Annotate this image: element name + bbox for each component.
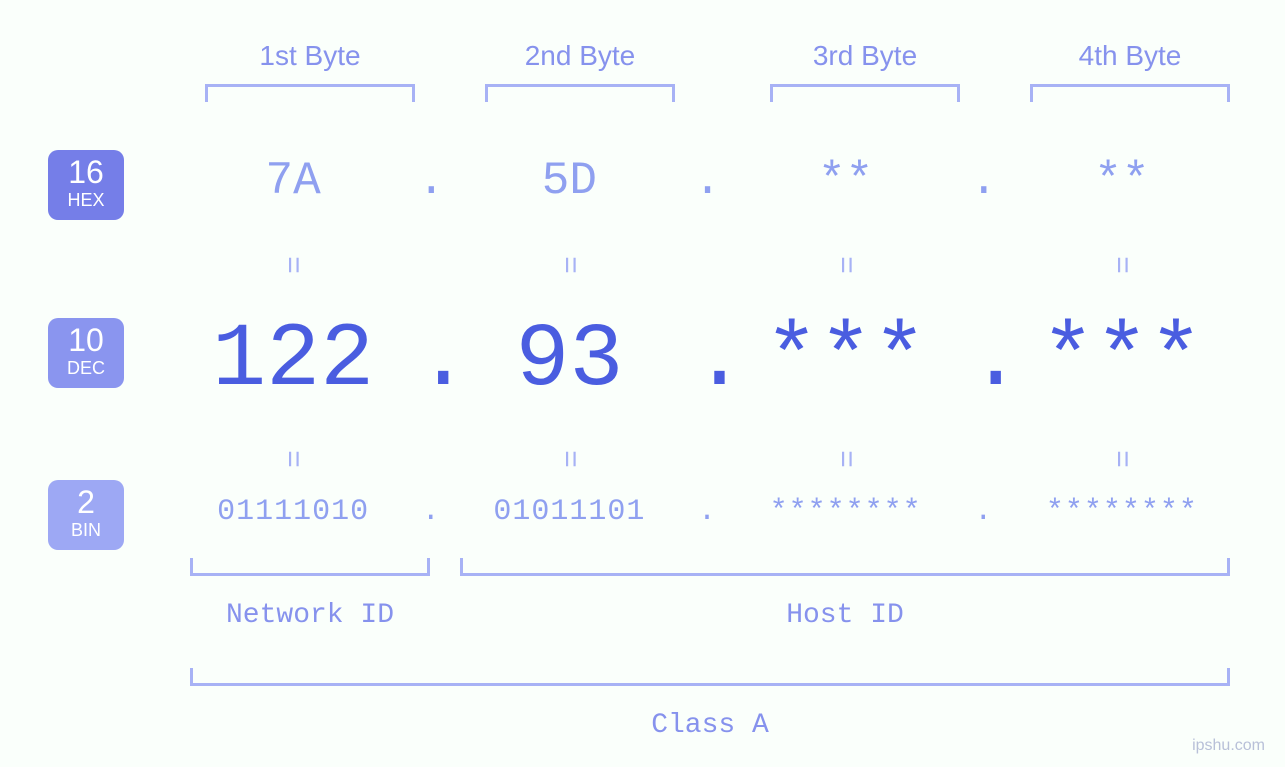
bin-b4: ******** (999, 495, 1245, 529)
dec-sep-1: . (416, 310, 446, 412)
dec-b2: 93 (446, 310, 692, 412)
bin-b3: ******** (723, 495, 969, 529)
eq-2-4: = (1105, 450, 1139, 468)
hex-b3: ** (723, 155, 969, 207)
bin-b1: 01111010 (170, 495, 416, 529)
base-label-dec: DEC (48, 358, 124, 380)
equals-row-2: = . = . = . = (170, 442, 1245, 476)
base-label-bin: BIN (48, 520, 124, 542)
bracket-class (190, 668, 1230, 686)
base-badge-dec: 10 DEC (48, 318, 124, 388)
bin-row: 01111010 . 01011101 . ******** . *******… (170, 495, 1245, 529)
bracket-top-2 (485, 84, 675, 102)
dec-sep-3: . (969, 310, 999, 412)
hex-b2: 5D (446, 155, 692, 207)
byte-header-3: 3rd Byte (770, 40, 960, 72)
byte-header-2: 2nd Byte (480, 40, 680, 72)
bin-sep-3: . (969, 495, 999, 529)
base-num-hex: 16 (48, 156, 124, 188)
bracket-top-3 (770, 84, 960, 102)
ip-diagram: 1st Byte 2nd Byte 3rd Byte 4th Byte 16 H… (0, 0, 1285, 767)
bracket-network (190, 558, 430, 576)
eq-1-2: = (552, 256, 586, 274)
hex-sep-1: . (416, 155, 446, 207)
eq-1-1: = (276, 256, 310, 274)
hex-sep-3: . (969, 155, 999, 207)
base-label-hex: HEX (48, 190, 124, 212)
bin-sep-2: . (693, 495, 723, 529)
label-network-id: Network ID (190, 600, 430, 631)
eq-2-1: = (276, 450, 310, 468)
hex-b4: ** (999, 155, 1245, 207)
dec-b4: *** (999, 310, 1245, 412)
eq-1-4: = (1105, 256, 1139, 274)
dec-row: 122 . 93 . *** . *** (170, 310, 1245, 412)
dec-b1: 122 (170, 310, 416, 412)
base-num-bin: 2 (48, 486, 124, 518)
watermark: ipshu.com (1192, 737, 1265, 755)
bin-b2: 01011101 (446, 495, 692, 529)
base-num-dec: 10 (48, 324, 124, 356)
eq-2-2: = (552, 450, 586, 468)
dec-sep-2: . (693, 310, 723, 412)
bin-sep-1: . (416, 495, 446, 529)
base-badge-bin: 2 BIN (48, 480, 124, 550)
hex-b1: 7A (170, 155, 416, 207)
dec-b3: *** (723, 310, 969, 412)
eq-2-3: = (829, 450, 863, 468)
hex-sep-2: . (693, 155, 723, 207)
base-badge-hex: 16 HEX (48, 150, 124, 220)
bracket-top-4 (1030, 84, 1230, 102)
eq-1-3: = (829, 256, 863, 274)
hex-row: 7A . 5D . ** . ** (170, 155, 1245, 207)
equals-row-1: = . = . = . = (170, 248, 1245, 282)
byte-header-1: 1st Byte (200, 40, 420, 72)
label-class: Class A (190, 710, 1230, 741)
byte-header-4: 4th Byte (1030, 40, 1230, 72)
bracket-top-1 (205, 84, 415, 102)
label-host-id: Host ID (460, 600, 1230, 631)
bracket-host (460, 558, 1230, 576)
